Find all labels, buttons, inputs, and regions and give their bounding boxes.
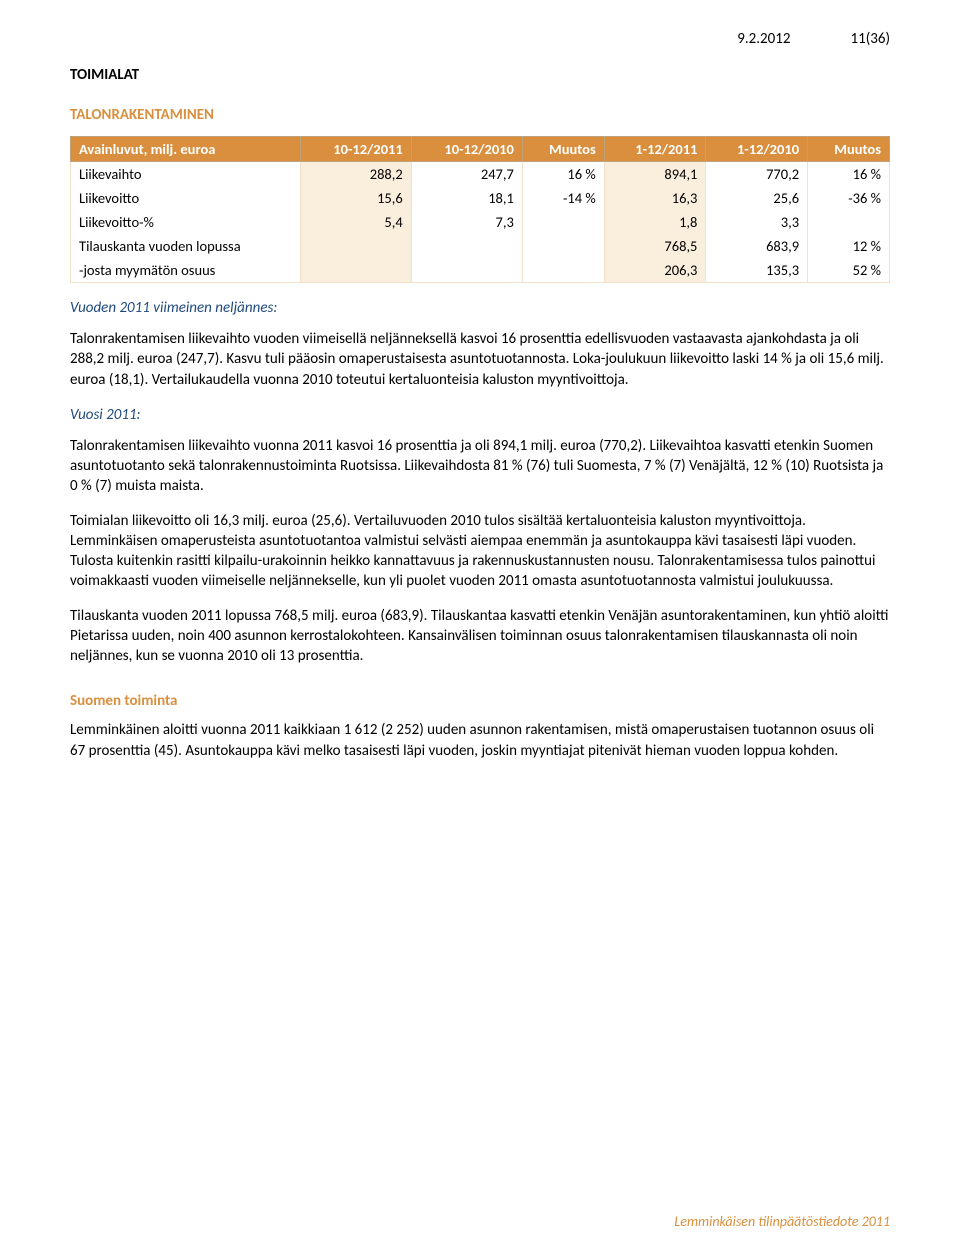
row-label: -josta myymätön osuus [71, 258, 301, 283]
cell: 1,8 [604, 210, 706, 234]
table-row: Liikevaihto 288,2 247,7 16 % 894,1 770,2… [71, 162, 890, 187]
cell: 770,2 [706, 162, 808, 187]
cell: 894,1 [604, 162, 706, 187]
row-label: Liikevoitto [71, 186, 301, 210]
col-header: 10-12/2010 [411, 137, 522, 162]
row-label: Liikevoitto-% [71, 210, 301, 234]
cell [300, 234, 411, 258]
cell: 288,2 [300, 162, 411, 187]
cell: 25,6 [706, 186, 808, 210]
col-header: 1-12/2010 [706, 137, 808, 162]
paragraph-year-2: Toimialan liikevoitto oli 16,3 milj. eur… [70, 511, 890, 592]
cell: 247,7 [411, 162, 522, 187]
key-figures-table: Avainluvut, milj. euroa 10-12/2011 10-12… [70, 136, 890, 283]
cell [300, 258, 411, 283]
cell: 3,3 [706, 210, 808, 234]
cell: 5,4 [300, 210, 411, 234]
cell [808, 210, 890, 234]
cell [522, 234, 604, 258]
col-header: 1-12/2011 [604, 137, 706, 162]
page-footer: Lemminkäisen tilinpäätöstiedote 2011 [674, 1213, 890, 1230]
header-page-number: 11(36) [850, 30, 890, 48]
cell: -14 % [522, 186, 604, 210]
cell: 768,5 [604, 234, 706, 258]
paragraph-year-1: Talonrakentamisen liikevaihto vuonna 201… [70, 436, 890, 497]
col-header-label: Avainluvut, milj. euroa [71, 137, 301, 162]
table-row: Liikevoitto 15,6 18,1 -14 % 16,3 25,6 -3… [71, 186, 890, 210]
header-date: 9.2.2012 [737, 30, 790, 48]
row-label: Liikevaihto [71, 162, 301, 187]
cell: 16 % [522, 162, 604, 187]
cell: 683,9 [706, 234, 808, 258]
cell: 16 % [808, 162, 890, 187]
cell: 135,3 [706, 258, 808, 283]
cell: 16,3 [604, 186, 706, 210]
paragraph-q4: Talonrakentamisen liikevaihto vuoden vii… [70, 329, 890, 390]
table-row: Liikevoitto-% 5,4 7,3 1,8 3,3 [71, 210, 890, 234]
page-header: 9.2.2012 11(36) [70, 30, 890, 48]
col-header: 10-12/2011 [300, 137, 411, 162]
cell: 15,6 [300, 186, 411, 210]
cell [522, 258, 604, 283]
paragraph-year-3: Tilauskanta vuoden 2011 lopussa 768,5 mi… [70, 606, 890, 667]
heading-suomen-toiminta: Suomen toiminta [70, 692, 890, 710]
heading-talonrakentaminen: TALONRAKENTAMINEN [70, 106, 890, 124]
page: 9.2.2012 11(36) TOIMIALAT TALONRAKENTAMI… [0, 0, 960, 1258]
row-label: Tilauskanta vuoden lopussa [71, 234, 301, 258]
heading-toimialat: TOIMIALAT [70, 66, 890, 84]
cell: 52 % [808, 258, 890, 283]
table-row: -josta myymätön osuus 206,3 135,3 52 % [71, 258, 890, 283]
cell: -36 % [808, 186, 890, 210]
col-header: Muutos [522, 137, 604, 162]
paragraph-suomi: Lemminkäinen aloitti vuonna 2011 kaikkia… [70, 720, 890, 761]
cell: 18,1 [411, 186, 522, 210]
cell [411, 234, 522, 258]
heading-year: Vuosi 2011: [70, 406, 890, 424]
table-row: Tilauskanta vuoden lopussa 768,5 683,9 1… [71, 234, 890, 258]
cell: 7,3 [411, 210, 522, 234]
cell [522, 210, 604, 234]
cell [411, 258, 522, 283]
cell: 206,3 [604, 258, 706, 283]
heading-q4: Vuoden 2011 viimeinen neljännes: [70, 299, 890, 317]
cell: 12 % [808, 234, 890, 258]
col-header: Muutos [808, 137, 890, 162]
table-header-row: Avainluvut, milj. euroa 10-12/2011 10-12… [71, 137, 890, 162]
